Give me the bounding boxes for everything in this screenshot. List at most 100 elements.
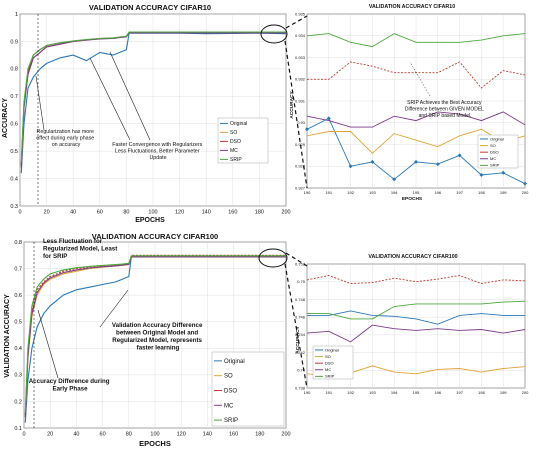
legend-label-dso: DSO	[224, 388, 237, 394]
y-tick-label: 0.932	[295, 77, 306, 82]
y-tick-label: 0.931	[295, 98, 306, 103]
x-tick-label: 197	[456, 190, 463, 195]
zoom-connectors	[258, 15, 308, 389]
y-tick-label: 0.928	[295, 164, 306, 169]
annotation-arrow	[37, 309, 59, 379]
y-tick-label: 1	[15, 12, 18, 18]
y-tick-label: 0.1	[14, 426, 22, 432]
x-tick-label: 0	[18, 210, 21, 216]
legend-box	[312, 345, 354, 380]
x-tick-label: 60	[100, 432, 106, 438]
x-tick-label: 193	[369, 190, 376, 195]
x-tick-label: 197	[456, 390, 463, 395]
x-tick-label: 194	[391, 390, 398, 395]
y-tick-label: 0.4	[14, 346, 22, 352]
chart2-title: VALIDATION ACCURACY CIFAR10	[369, 4, 455, 10]
x-tick-label: 80	[126, 432, 132, 438]
x-tick-label: 192	[347, 390, 354, 395]
y-tick-label: 0.7	[10, 94, 18, 100]
chart2-xlabel: EPOCHS	[402, 196, 423, 202]
chart3-legend: Original SO DSO MC SRIP	[211, 351, 285, 427]
x-tick-label: 200	[281, 432, 290, 438]
legend-label-dso: DSO	[490, 149, 499, 154]
annotation-arrow	[89, 57, 131, 141]
chart4-ylabel: ACCURACY	[295, 325, 301, 353]
y-tick-label: 0.2	[14, 399, 22, 405]
y-tick-label: 0.6	[10, 122, 18, 128]
legend-label-so: SO	[325, 354, 331, 359]
series-line-mc	[306, 324, 526, 343]
x-tick-label: 191	[325, 190, 332, 195]
x-tick-label: 120	[175, 210, 184, 216]
y-tick-label: 0.935	[295, 11, 306, 16]
y-tick-label: 0.934	[295, 33, 306, 38]
x-tick-label: 200	[522, 390, 529, 395]
y-tick-label: 0.93	[297, 120, 306, 125]
legend-label-srip: SRIP	[325, 374, 335, 379]
x-tick-label: 20	[47, 432, 53, 438]
x-tick-label: 195	[413, 390, 420, 395]
x-tick-label: 20	[44, 210, 50, 216]
y-tick-label: 0.746	[295, 314, 306, 319]
x-tick-label: 194	[391, 190, 398, 195]
y-tick-label: 0.3	[10, 204, 18, 210]
series-marker-original	[479, 172, 484, 177]
x-tick-label: 80	[123, 210, 129, 216]
series-marker-original	[326, 116, 331, 121]
x-tick-label: 0	[22, 432, 25, 438]
series-marker-original	[305, 127, 309, 132]
series-line-original	[307, 310, 525, 325]
chart1-legend: Original SO DSO MC SRIP	[217, 117, 269, 164]
legend-box	[211, 351, 285, 427]
chart1-title: VALIDATION ACCURACY CIFAR10	[89, 3, 211, 12]
legend-label-so: SO	[490, 143, 496, 148]
legend-label-original: Original	[490, 136, 504, 141]
x-tick-label: 100	[150, 432, 159, 438]
series-line-mc	[24, 256, 286, 418]
zoom-circle	[260, 24, 288, 44]
y-tick-label: 0.744	[295, 332, 306, 337]
annotation-arrow	[409, 61, 431, 97]
series-marker-original	[348, 164, 353, 169]
x-tick-label: 190	[304, 390, 311, 395]
legend-box	[477, 134, 519, 169]
x-tick-label: 199	[500, 190, 507, 195]
x-tick-label: 160	[228, 210, 237, 216]
x-tick-label: 140	[202, 210, 211, 216]
x-tick-label: 200	[281, 210, 290, 216]
series-marker-original	[501, 170, 506, 175]
x-tick-label: 198	[478, 390, 485, 395]
legend-box	[217, 117, 269, 164]
y-tick-label: 0.7	[14, 266, 22, 272]
chart3-annotation-fluctuation: Less Fluctuation for Regularized Model, …	[43, 238, 119, 260]
legend-label-srip: SRIP	[230, 157, 242, 163]
chart1-annotation-convergence: Faster Convergence with Regularizers Les…	[112, 142, 204, 161]
chart1-annotation-regularization: Regularization has more effect during ea…	[36, 129, 95, 148]
series-line-mc	[306, 111, 526, 128]
x-tick-label: 100	[148, 210, 157, 216]
series-line-srip	[20, 31, 286, 163]
x-tick-label: 40	[70, 210, 76, 216]
x-tick-label: 193	[369, 390, 376, 395]
y-tick-label: 0.748	[295, 297, 306, 302]
chart3-title: VALIDATION ACCURACY CIFAR100	[92, 232, 218, 241]
chart3-xlabel: EPOCHS	[139, 439, 171, 448]
zoom-connector-line	[284, 40, 308, 189]
series-marker-original	[523, 181, 527, 186]
legend-label-original: Original	[325, 347, 339, 352]
legend-label-so: SO	[224, 374, 233, 380]
x-tick-label: 196	[434, 190, 441, 195]
series-marker-original	[392, 177, 397, 182]
x-tick-label: 191	[325, 390, 332, 395]
y-tick-label: 0.752	[295, 261, 306, 266]
y-tick-label: 0.742	[295, 350, 306, 355]
y-tick-label: 0.75	[297, 279, 306, 284]
x-tick-label: 140	[203, 432, 212, 438]
chart3-ylabel: VALIDATION ACCURACY	[4, 294, 11, 378]
chart1-plot: 0 20 40 60 80 100 120 140 160 180 200 0.3 0.4 0.5 0.6 0…	[10, 12, 290, 216]
y-tick-label: 0.8	[14, 240, 22, 246]
series-line-so	[306, 128, 526, 154]
x-tick-label: 198	[478, 190, 485, 195]
x-tick-label: 200	[522, 190, 529, 195]
